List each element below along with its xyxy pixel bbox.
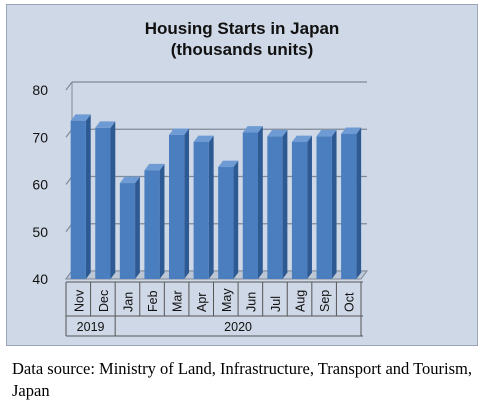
y-tick-label: 40 bbox=[32, 271, 48, 287]
x-tick-label: Aug bbox=[294, 290, 308, 312]
bar-top bbox=[291, 135, 312, 142]
y-tick-label: 60 bbox=[32, 177, 48, 193]
bar-side bbox=[85, 114, 91, 279]
y-tick-label: 50 bbox=[32, 224, 48, 240]
bar-top bbox=[144, 163, 165, 171]
chart-title-block: Housing Starts in Japan (thousands units… bbox=[6, 18, 478, 60]
bar-side bbox=[208, 135, 214, 279]
y-tick-label: 70 bbox=[32, 129, 48, 145]
bar-top bbox=[218, 160, 239, 168]
x-tick-label: Nov bbox=[72, 289, 86, 312]
bar-side bbox=[307, 135, 312, 279]
x-tick-label: Dec bbox=[97, 290, 111, 312]
bar bbox=[291, 141, 308, 279]
bar-top bbox=[341, 127, 362, 134]
bar bbox=[70, 120, 86, 280]
bar bbox=[169, 134, 185, 279]
bar bbox=[218, 167, 234, 279]
x-tick-label: Jul bbox=[269, 296, 283, 312]
bar-side bbox=[135, 176, 140, 279]
bar-top bbox=[267, 129, 288, 137]
x-group-label: 2020 bbox=[224, 320, 252, 334]
data-source-note: Data source: Ministry of Land, Infrastru… bbox=[12, 359, 472, 400]
bar bbox=[95, 127, 111, 279]
bar-side bbox=[233, 160, 239, 279]
bar bbox=[144, 170, 160, 279]
gridline-side-80 bbox=[65, 81, 73, 91]
x-group-label: 2019 bbox=[77, 320, 105, 334]
bar bbox=[341, 133, 357, 279]
bar-side bbox=[159, 163, 165, 279]
bar-top bbox=[70, 114, 91, 121]
bar-side bbox=[282, 129, 288, 279]
bar bbox=[242, 132, 258, 279]
y-tick-label: 80 bbox=[32, 82, 48, 98]
bar-chart: 40 50 60 70 80 Nov Dec Jan Feb Mar Apr May Jun Jul Aug… bbox=[32, 81, 368, 337]
x-tick-label: May bbox=[220, 288, 234, 312]
bar-top bbox=[95, 121, 116, 128]
bar bbox=[119, 183, 136, 279]
x-tick-label: Jan bbox=[121, 292, 135, 312]
chart-subtitle: (thousands units) bbox=[170, 40, 314, 59]
bar-side bbox=[184, 128, 190, 279]
bar-side bbox=[257, 126, 263, 279]
bar-side bbox=[356, 127, 362, 279]
x-tick-label: Apr bbox=[195, 293, 209, 312]
x-tick-label: Mar bbox=[171, 290, 185, 312]
bar-side bbox=[331, 129, 337, 279]
bar-side bbox=[110, 121, 116, 280]
chart-floor bbox=[65, 270, 368, 280]
bar-top bbox=[169, 128, 190, 135]
bar-top bbox=[119, 176, 140, 184]
x-tick-label: Sep bbox=[318, 290, 332, 312]
bar bbox=[316, 136, 332, 279]
bar-top bbox=[193, 135, 214, 142]
x-tick-label: Feb bbox=[146, 290, 160, 312]
chart-title: Housing Starts in Japan bbox=[144, 19, 340, 38]
bar-top bbox=[242, 126, 263, 133]
bar-top bbox=[316, 129, 337, 137]
x-tick-label: Jun bbox=[244, 292, 258, 312]
bar bbox=[267, 136, 283, 279]
x-tick-label: Oct bbox=[343, 292, 357, 312]
bar bbox=[193, 141, 209, 279]
